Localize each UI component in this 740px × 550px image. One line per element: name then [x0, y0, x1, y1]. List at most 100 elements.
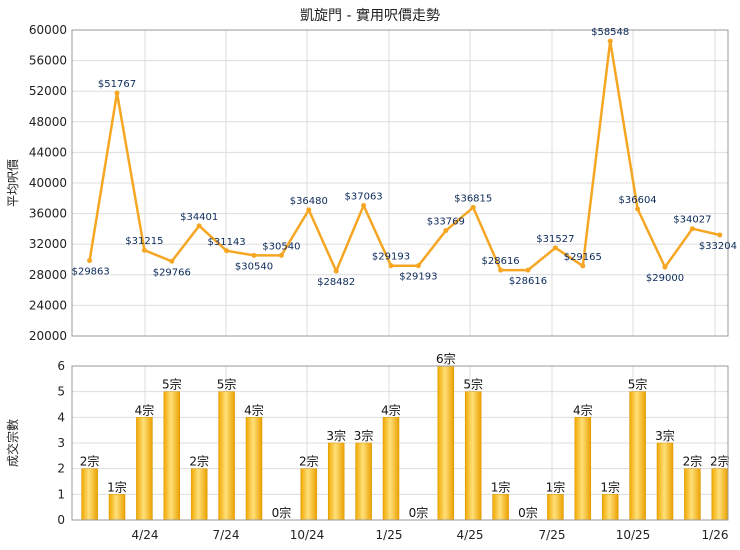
bar-data-label: 3宗: [655, 428, 675, 443]
transactions-bar-chart: 0 1 2 3 4 5 6 成交宗數 2宗 1宗 4宗 5宗 2宗 5宗 4宗 0宗 2宗 3宗 3宗 4宗 0宗 6宗 5…: [5, 351, 730, 542]
transaction-bar: [437, 365, 455, 521]
y-tick-label: 4: [57, 410, 65, 424]
price-point: [580, 263, 586, 269]
bar-data-label: 5宗: [162, 377, 182, 392]
price-line-chart: 20000 24000 28000 32000 36000 40000 44000 48000…: [6, 23, 737, 343]
transaction-bar: [327, 442, 345, 521]
price-data-label: $31527: [536, 234, 574, 245]
price-data-label: $29863: [72, 267, 110, 278]
price-data-label: $37063: [345, 191, 383, 202]
price-point: [717, 232, 723, 238]
transaction-bar: [108, 494, 126, 521]
price-point: [635, 206, 641, 212]
transaction-bar: [547, 494, 564, 521]
price-data-label: $58548: [591, 27, 629, 38]
y-tick-label: 6: [57, 359, 65, 373]
bar-data-label: 3宗: [354, 428, 374, 443]
bar-data-label: 1宗: [107, 479, 127, 494]
price-point: [333, 268, 339, 274]
price-series-line: [88, 39, 721, 273]
plot-border-bottom: [71, 365, 729, 521]
x-tick-label: 1/25: [376, 528, 403, 542]
transaction-bar: [190, 468, 208, 521]
y-tick-label: 36000: [29, 207, 67, 221]
price-data-label: $30540: [262, 241, 300, 252]
y-tick-label: 3: [57, 436, 65, 450]
x-tick-label: 4/25: [457, 528, 484, 542]
price-point: [114, 90, 120, 96]
y-tick-label: 44000: [29, 145, 67, 159]
bar-data-label: 2宗: [683, 454, 703, 469]
price-point: [251, 252, 257, 258]
x-tick-label: 7/24: [213, 528, 240, 542]
bar-data-label: 2宗: [80, 454, 100, 469]
transaction-bar: [218, 391, 235, 521]
price-point: [525, 267, 531, 273]
price-data-label: $30540: [235, 261, 273, 272]
price-point: [141, 247, 147, 253]
y-tick-label: 48000: [29, 115, 67, 129]
y-axis-title-count: 成交宗數: [5, 419, 20, 467]
price-point: [361, 202, 367, 208]
price-point: [415, 263, 421, 269]
price-point: [196, 223, 202, 229]
price-data-label: $29000: [646, 273, 684, 284]
x-tick-label: 10/24: [290, 528, 325, 542]
y-tick-label: 40000: [29, 176, 67, 190]
y-tick-label: 20000: [29, 329, 67, 343]
y-tick-label: 32000: [29, 237, 67, 251]
y-tick-label: 60000: [29, 23, 67, 37]
price-point: [306, 207, 312, 213]
transaction-bar: [684, 468, 701, 521]
transaction-bar: [656, 442, 674, 521]
price-point: [278, 252, 284, 258]
price-data-label: $29193: [399, 272, 437, 283]
x-tick-label: 4/24: [132, 528, 159, 542]
chart-title: 凱旋門 - 實用呎價走勢: [300, 7, 440, 24]
transaction-bar: [355, 442, 372, 521]
price-data-label: $33204: [699, 241, 737, 252]
price-data-label: $33769: [427, 217, 465, 228]
price-data-label: $29193: [372, 252, 410, 263]
price-point: [689, 226, 695, 232]
transaction-bar: [382, 417, 400, 521]
transaction-bar: [492, 494, 509, 521]
price-point: [388, 263, 394, 269]
bar-data-label: 5宗: [217, 377, 237, 392]
y-tick-label: 28000: [29, 268, 67, 282]
bar-data-label: 4宗: [573, 402, 593, 417]
bar-data-label: 1宗: [546, 479, 566, 494]
price-data-label: $28616: [509, 276, 547, 287]
bar-data-label: 4宗: [244, 402, 264, 417]
price-point: [498, 267, 504, 273]
price-data-label: $31215: [125, 236, 163, 247]
price-data-label: $36480: [290, 196, 328, 207]
bar-data-label: 2宗: [189, 454, 209, 469]
bar-data-label: 1宗: [600, 479, 620, 494]
transaction-bar: [711, 468, 729, 521]
transaction-bar: [629, 391, 646, 521]
bar-data-label: 1宗: [491, 479, 511, 494]
bar-data-label: 0宗: [409, 505, 429, 520]
y-tick-label: 0: [57, 513, 65, 527]
bar-data-label: 2宗: [299, 454, 319, 469]
price-data-label: $51767: [98, 79, 136, 90]
transaction-bar: [136, 417, 153, 521]
transaction-bar: [245, 417, 263, 521]
transaction-bar: [300, 468, 318, 521]
price-point: [470, 204, 476, 210]
y-tick-label: 56000: [29, 54, 67, 68]
y-tick-label: 52000: [29, 84, 67, 98]
bar-data-label: 5宗: [463, 377, 483, 392]
bar-data-label: 5宗: [628, 377, 648, 392]
price-point: [87, 258, 93, 264]
bar-data-label: 0宗: [518, 505, 538, 520]
price-data-label: $31143: [208, 237, 246, 248]
transaction-bar: [601, 494, 619, 521]
x-tick-label: 7/25: [539, 528, 566, 542]
bar-data-label: 2宗: [710, 454, 730, 469]
price-point: [169, 258, 175, 264]
transaction-bar: [163, 391, 181, 521]
bar-data-label: 0宗: [272, 505, 292, 520]
